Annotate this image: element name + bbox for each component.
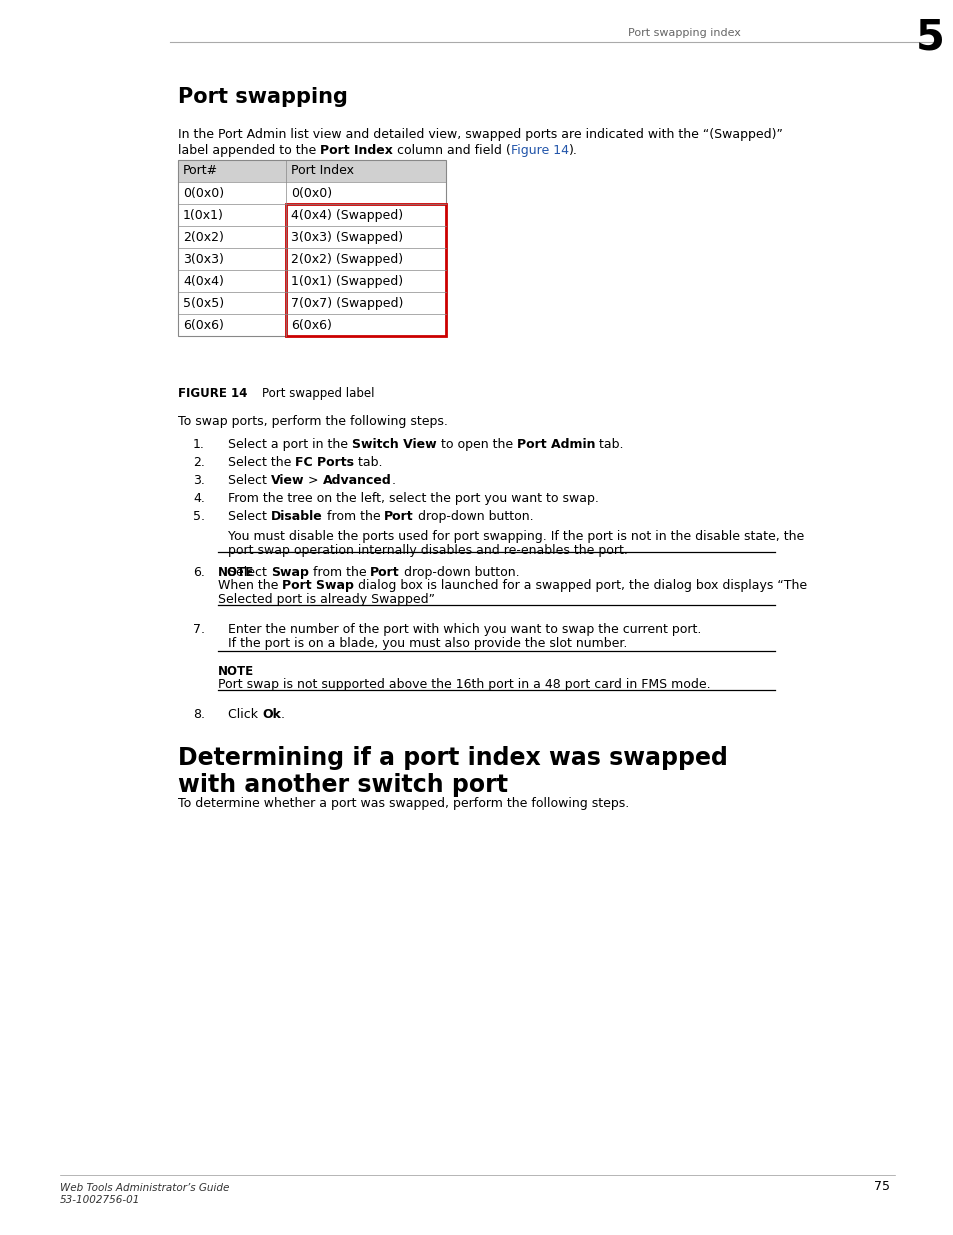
Text: Disable: Disable bbox=[271, 510, 322, 522]
Text: 8.: 8. bbox=[193, 708, 205, 721]
Text: Port: Port bbox=[370, 566, 399, 579]
Bar bbox=[286, 204, 446, 336]
Text: Select: Select bbox=[228, 510, 271, 522]
Text: label appended to the: label appended to the bbox=[178, 144, 320, 157]
Text: Select: Select bbox=[228, 474, 271, 487]
Text: Port Index: Port Index bbox=[320, 144, 393, 157]
Text: Port Swap: Port Swap bbox=[282, 579, 354, 592]
Text: 5(0x5): 5(0x5) bbox=[183, 296, 224, 310]
Text: Switch View: Switch View bbox=[352, 438, 436, 451]
Text: View: View bbox=[271, 474, 304, 487]
Text: 1(0x1): 1(0x1) bbox=[183, 209, 224, 222]
Bar bbox=[178, 161, 446, 336]
Text: FIGURE 14: FIGURE 14 bbox=[178, 387, 247, 400]
Text: >: > bbox=[304, 474, 322, 487]
Text: From the tree on the left, select the port you want to swap.: From the tree on the left, select the po… bbox=[228, 492, 598, 505]
Text: column and field (: column and field ( bbox=[393, 144, 511, 157]
Text: drop-down button.: drop-down button. bbox=[399, 566, 519, 579]
Text: from the: from the bbox=[309, 566, 370, 579]
Text: .: . bbox=[280, 708, 285, 721]
Text: Swap: Swap bbox=[271, 566, 309, 579]
Text: 3.: 3. bbox=[193, 474, 205, 487]
Text: Port swap is not supported above the 16th port in a 48 port card in FMS mode.: Port swap is not supported above the 16t… bbox=[218, 678, 710, 692]
Text: Selected port is already Swapped”: Selected port is already Swapped” bbox=[218, 593, 435, 606]
Text: 6(0x6): 6(0x6) bbox=[291, 319, 332, 332]
Text: 5: 5 bbox=[915, 17, 943, 59]
Text: Port Index: Port Index bbox=[291, 164, 354, 177]
Text: Determining if a port index was swapped: Determining if a port index was swapped bbox=[178, 746, 727, 769]
Text: Ok: Ok bbox=[262, 708, 280, 721]
Text: NOTE: NOTE bbox=[218, 566, 253, 579]
Bar bbox=[178, 270, 446, 291]
Text: tab.: tab. bbox=[354, 456, 382, 469]
Text: 3(0x3) (Swapped): 3(0x3) (Swapped) bbox=[291, 231, 403, 245]
Text: FC Ports: FC Ports bbox=[295, 456, 354, 469]
Text: Enter the number of the port with which you want to swap the current port.: Enter the number of the port with which … bbox=[228, 622, 700, 636]
Text: 7.: 7. bbox=[193, 622, 205, 636]
Bar bbox=[178, 226, 446, 248]
Text: Figure 14: Figure 14 bbox=[511, 144, 568, 157]
Text: to open the: to open the bbox=[436, 438, 517, 451]
Text: If the port is on a blade, you must also provide the slot number.: If the port is on a blade, you must also… bbox=[228, 637, 627, 650]
Text: Port: Port bbox=[384, 510, 414, 522]
Text: 3(0x3): 3(0x3) bbox=[183, 253, 224, 266]
Text: ).: ). bbox=[568, 144, 578, 157]
Text: 1.: 1. bbox=[193, 438, 205, 451]
Text: Port swapping: Port swapping bbox=[178, 86, 348, 107]
Text: Click: Click bbox=[228, 708, 262, 721]
Text: Select: Select bbox=[228, 566, 271, 579]
Text: with another switch port: with another switch port bbox=[178, 773, 507, 797]
Text: 0(0x0): 0(0x0) bbox=[183, 186, 224, 200]
Text: 4.: 4. bbox=[193, 492, 205, 505]
Bar bbox=[178, 204, 446, 226]
Text: To swap ports, perform the following steps.: To swap ports, perform the following ste… bbox=[178, 415, 447, 429]
Text: 75: 75 bbox=[873, 1179, 889, 1193]
Text: dialog box is launched for a swapped port, the dialog box displays “The: dialog box is launched for a swapped por… bbox=[354, 579, 806, 592]
Bar bbox=[178, 291, 446, 314]
Text: 2(0x2): 2(0x2) bbox=[183, 231, 224, 245]
Text: Port#: Port# bbox=[183, 164, 218, 177]
Text: Select the: Select the bbox=[228, 456, 295, 469]
Text: .: . bbox=[392, 474, 395, 487]
Text: tab.: tab. bbox=[595, 438, 623, 451]
Text: 4(0x4) (Swapped): 4(0x4) (Swapped) bbox=[291, 209, 403, 222]
Bar bbox=[178, 314, 446, 336]
Text: You must disable the ports used for port swapping. If the port is not in the dis: You must disable the ports used for port… bbox=[228, 530, 803, 543]
Text: 4(0x4): 4(0x4) bbox=[183, 275, 224, 288]
Text: 6.: 6. bbox=[193, 566, 205, 579]
Text: from the: from the bbox=[322, 510, 384, 522]
Text: 5.: 5. bbox=[193, 510, 205, 522]
Text: Port swapping index: Port swapping index bbox=[627, 28, 740, 38]
Text: Port Admin: Port Admin bbox=[517, 438, 595, 451]
Text: 1(0x1) (Swapped): 1(0x1) (Swapped) bbox=[291, 275, 403, 288]
Text: 7(0x7) (Swapped): 7(0x7) (Swapped) bbox=[291, 296, 403, 310]
Text: drop-down button.: drop-down button. bbox=[414, 510, 533, 522]
Text: Web Tools Administrator’s Guide
53-1002756-01: Web Tools Administrator’s Guide 53-10027… bbox=[60, 1183, 229, 1204]
Text: NOTE: NOTE bbox=[218, 664, 253, 678]
Text: When the: When the bbox=[218, 579, 282, 592]
Text: 0(0x0): 0(0x0) bbox=[291, 186, 332, 200]
Text: 2(0x2) (Swapped): 2(0x2) (Swapped) bbox=[291, 253, 403, 266]
Text: Advanced: Advanced bbox=[322, 474, 392, 487]
Bar bbox=[178, 161, 446, 182]
Bar bbox=[178, 248, 446, 270]
Text: port swap operation internally disables and re-enables the port.: port swap operation internally disables … bbox=[228, 543, 627, 557]
Text: To determine whether a port was swapped, perform the following steps.: To determine whether a port was swapped,… bbox=[178, 797, 629, 810]
Text: 6(0x6): 6(0x6) bbox=[183, 319, 224, 332]
Text: Select a port in the: Select a port in the bbox=[228, 438, 352, 451]
Text: 2.: 2. bbox=[193, 456, 205, 469]
Text: In the Port Admin list view and detailed view, swapped ports are indicated with : In the Port Admin list view and detailed… bbox=[178, 128, 782, 141]
Bar bbox=[178, 182, 446, 204]
Text: Port swapped label: Port swapped label bbox=[247, 387, 375, 400]
